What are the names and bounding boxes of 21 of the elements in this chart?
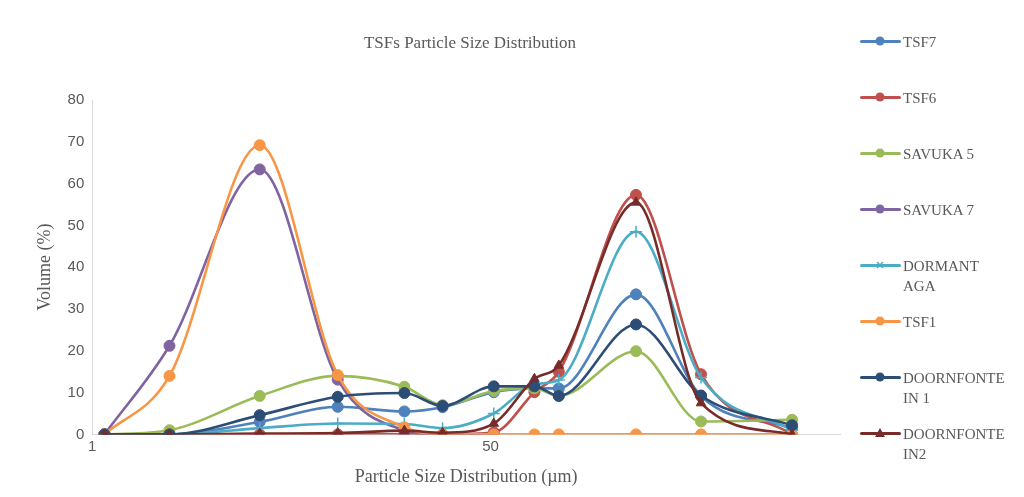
legend-label: SAVUKA 7: [903, 201, 975, 220]
y-tick-label: 60: [67, 173, 85, 191]
x-axis-title: Particle Size Distribution (µm): [354, 465, 578, 487]
legend-label: DORMANT AGA: [903, 257, 980, 296]
legend-label: TSF6: [903, 89, 938, 108]
y-tick-label: 10: [67, 382, 85, 400]
y-tick-label: 20: [67, 340, 85, 358]
y-tick-label: 70: [67, 131, 85, 149]
legend-label: DOORNFONTEIN2: [903, 425, 1006, 464]
y-tick-label: 30: [67, 299, 85, 317]
chart-title: TSFs Particle Size Distribution: [363, 33, 577, 53]
x-tick-label: 1: [88, 436, 97, 454]
legend-label: TSF7: [903, 33, 938, 52]
legend-label: SAVUKA 5: [903, 145, 975, 164]
legend-label: DOORNFONTEIN 1: [903, 369, 1006, 408]
y-tick-label: 0: [75, 424, 85, 442]
y-tick-label: 80: [67, 90, 85, 108]
y-axis-title: Volume (%): [33, 223, 55, 311]
legend-label: TSF1: [903, 313, 938, 332]
y-tick-label: 40: [67, 257, 85, 275]
y-tick-label: 50: [67, 215, 85, 233]
